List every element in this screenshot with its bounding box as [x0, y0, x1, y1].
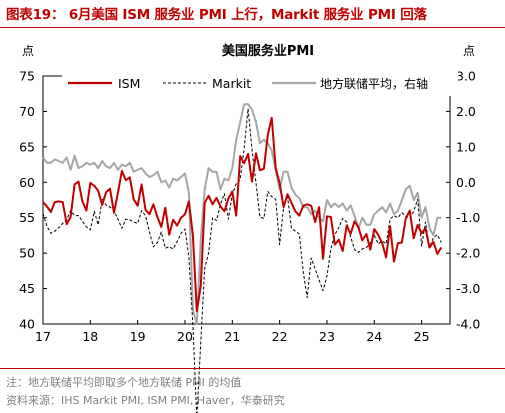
x-tick-label: 22 — [272, 329, 288, 344]
x-tick-label: 20 — [177, 329, 193, 344]
left-tick-label: 55 — [19, 210, 35, 225]
left-tick-label: 45 — [19, 281, 35, 296]
footer-rule — [0, 368, 505, 369]
figure-source: 资料来源：IHS Markit PMI, ISM PMI, Haver，华泰研究 — [6, 394, 285, 407]
right-tick-label: -4.0 — [456, 317, 480, 332]
series-layer — [42, 103, 443, 413]
right-tick-label: 1.0 — [456, 139, 476, 154]
right-tick-label: -1.0 — [456, 210, 480, 225]
figure-title: 图表19： 6月美国 ISM 服务业 PMI 上行，Markit 服务业 PMI… — [6, 7, 427, 23]
right-tick-label: -3.0 — [456, 281, 480, 296]
legend-fed-label: 地方联储平均，右轴 — [320, 76, 428, 91]
x-tick-label: 21 — [224, 329, 240, 344]
right-axis-unit: 点 — [463, 44, 475, 58]
left-axis-unit: 点 — [22, 44, 34, 58]
chart-title: 美国服务业PMI — [222, 43, 314, 59]
right-tick-label: 2.0 — [456, 104, 476, 119]
legend-background — [62, 70, 458, 96]
x-tick-label: 17 — [35, 329, 51, 344]
legend-ism-label: ISM — [118, 76, 140, 91]
series-fed-average-line — [42, 103, 442, 325]
left-tick-label: 70 — [19, 104, 35, 119]
left-tick-label: 65 — [19, 139, 35, 154]
legend-markit-label: Markit — [212, 76, 251, 91]
left-tick-label: 75 — [19, 69, 35, 84]
title-rule — [0, 27, 505, 28]
right-tick-label: -2.0 — [456, 246, 480, 261]
x-tick-label: 24 — [366, 329, 382, 344]
right-axis-ticks: -4.0 -3.0 -2.0 -1.0 0.0 1.0 2.0 3.0 — [446, 69, 480, 332]
left-tick-label: 60 — [19, 175, 35, 190]
x-tick-label: 19 — [130, 329, 146, 344]
left-tick-label: 40 — [19, 317, 35, 332]
right-tick-label: 3.0 — [456, 69, 476, 84]
x-tick-label: 18 — [82, 329, 98, 344]
right-tick-label: 0.0 — [456, 175, 476, 190]
series-markit-line — [42, 108, 442, 413]
legend: ISM Markit 地方联储平均，右轴 — [62, 70, 458, 96]
x-tick-label: 23 — [319, 329, 335, 344]
left-tick-label: 50 — [19, 246, 35, 261]
left-axis-ticks: 40 45 50 55 60 65 70 75 — [19, 69, 47, 332]
x-tick-label: 25 — [414, 329, 430, 344]
x-axis-ticks: 17 18 19 20 21 22 23 24 25 — [35, 320, 430, 344]
series-ism-line — [42, 116, 443, 313]
figure-note: 注：地方联储平均即取多个地方联储 PMI 的均值 — [6, 376, 242, 389]
